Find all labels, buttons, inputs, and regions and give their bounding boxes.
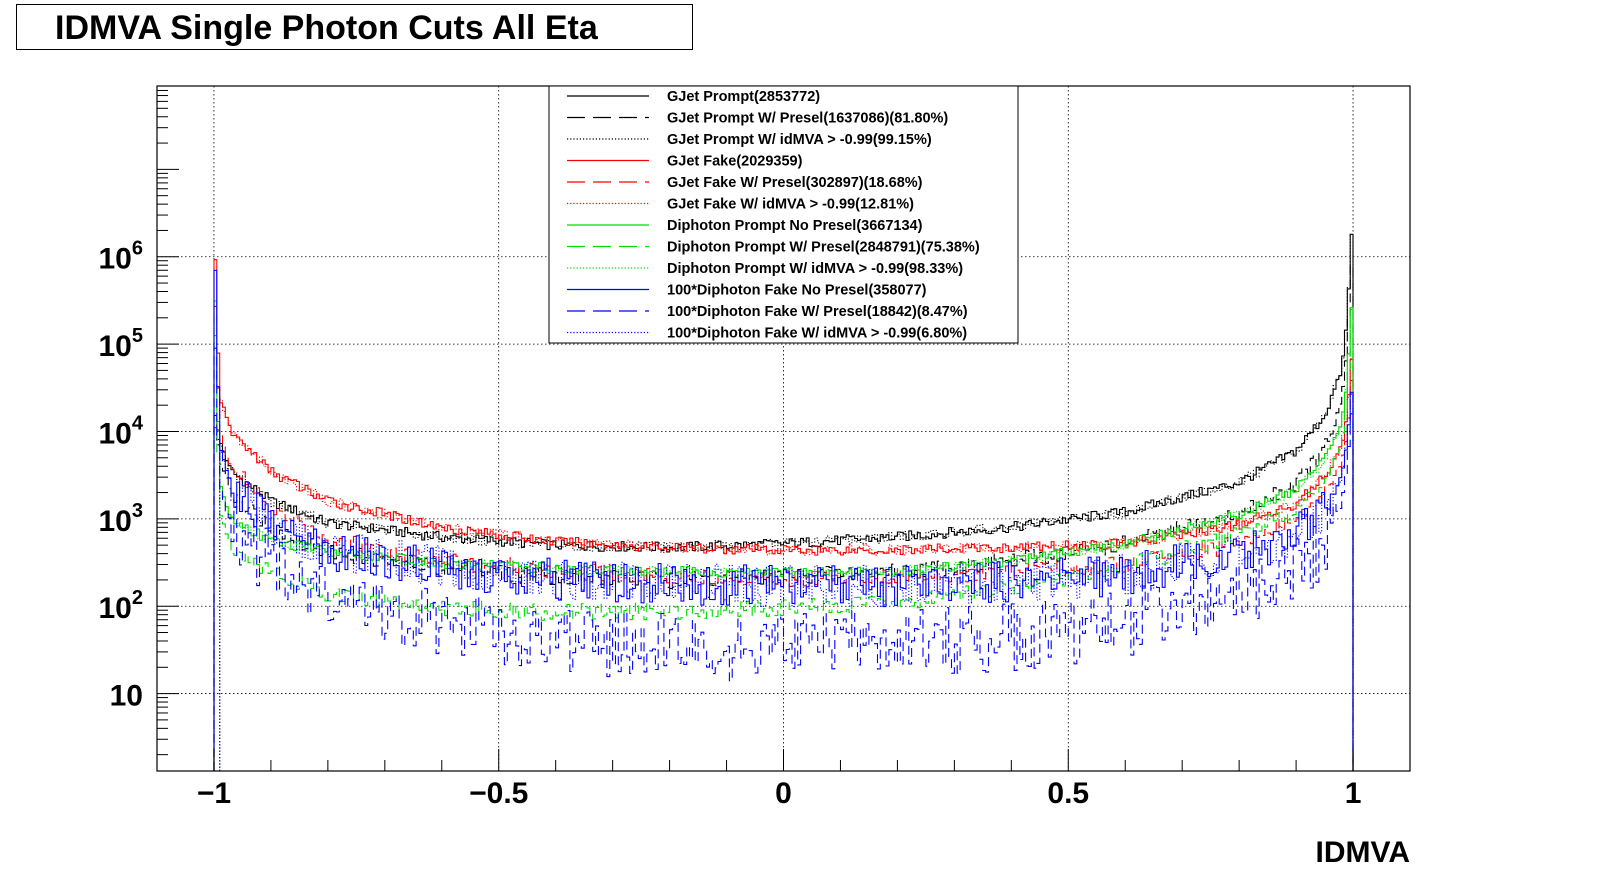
series-line [213,305,1354,771]
y-tick-label: 10 [110,680,143,713]
x-tick-label: −1 [197,777,231,810]
legend-entry: GJet Fake W/ Presel(302897)(18.68%) [667,175,923,191]
series-line [213,347,1354,771]
series-group [213,233,1354,771]
x-tick-label: 1 [1345,777,1362,810]
y-axis: 10 102 103 104 105 106 [99,85,179,756]
legend-entry: GJet Prompt W/ idMVA > -0.99(99.15%) [667,132,932,148]
y-tick-label: 105 [99,325,144,363]
legend-box [548,85,1019,344]
legend-entry: Diphoton Prompt No Presel(3667134) [667,218,923,234]
y-tick-label: 106 [99,238,144,276]
legend-entry: GJet Fake(2029359) [667,154,803,170]
legend-entry: 100*Diphoton Fake No Presel(358077) [667,283,927,299]
series-line [213,319,1354,771]
legend-entry: GJet Prompt W/ Presel(1637086)(81.80%) [667,111,948,127]
legend-entry: Diphoton Prompt W/ idMVA > -0.99(98.33%) [667,261,963,277]
legend-entry: GJet Fake W/ idMVA > -0.99(12.81%) [667,197,914,213]
x-axis: −1 −0.5 0 0.5 1 [156,749,1411,810]
chart-title-box: IDMVA Single Photon Cuts All Eta [16,4,693,50]
y-tick-label: 104 [99,412,144,450]
series-line [213,269,1354,771]
legend-entry: 100*Diphoton Fake W/ Presel(18842)(8.47%… [667,304,968,320]
series-line [219,309,1354,771]
x-tick-label: −0.5 [469,777,528,810]
x-tick-label: 0 [775,777,792,810]
legend-entry: GJet Prompt(2853772) [667,89,820,105]
legend-entry: 100*Diphoton Fake W/ idMVA > -0.99(6.80%… [667,326,967,342]
series-line [219,357,1354,771]
y-tick-label: 103 [99,500,144,538]
y-tick-label: 102 [99,587,144,625]
series-line [213,233,1354,771]
grid-lines [157,86,1410,771]
chart-title: IDMVA Single Photon Cuts All Eta [55,9,598,47]
x-axis-title: IDMVA [1316,836,1410,869]
series-line [219,235,1354,771]
legend-entry: Diphoton Prompt W/ Presel(2848791)(75.38… [667,240,980,256]
series-line [219,393,1354,771]
legend: GJet Prompt(2853772) GJet Prompt W/ Prese… [548,85,1019,344]
x-tick-label: 0.5 [1047,777,1089,810]
